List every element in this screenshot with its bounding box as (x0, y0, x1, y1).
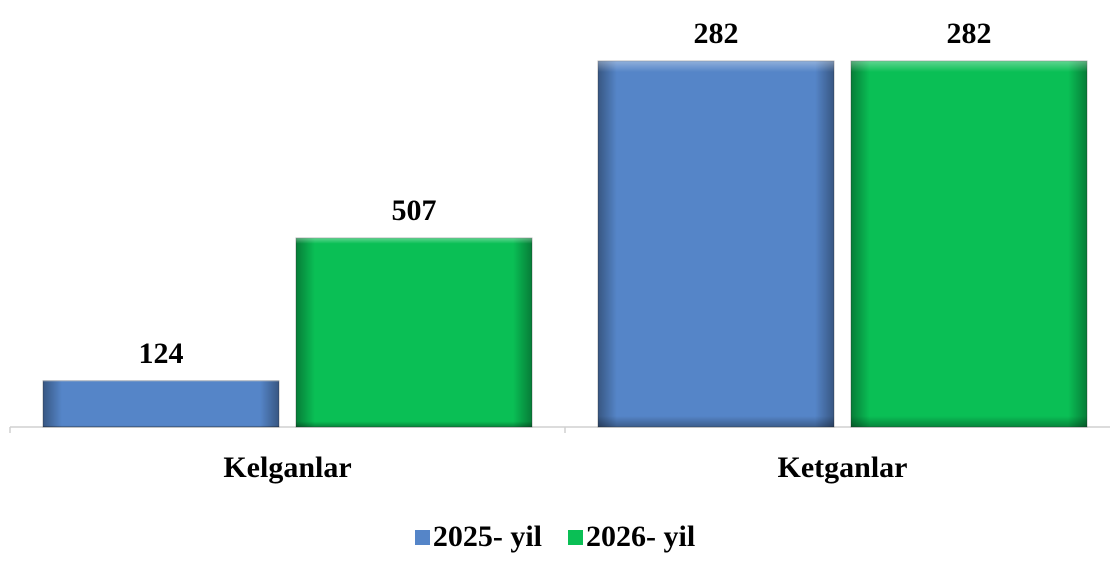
bar-bevel-shade (43, 380, 279, 427)
legend-item-2026: 2026- yil (568, 520, 695, 554)
data-label-ketganlar-2025: 282 (694, 17, 739, 50)
bar-bevel-shade (296, 238, 532, 427)
legend-item-2025: 2025- yil (414, 520, 542, 554)
legend-label-2025: 2025- yil (432, 520, 542, 553)
bar-bevel-shade (598, 61, 834, 427)
legend: 2025- yil 2026- yil (0, 520, 1110, 554)
category-label-ketganlar: Ketganlar (778, 451, 908, 484)
data-label-ketganlar-2026: 282 (947, 17, 992, 50)
data-label-kelganlar-2025: 124 (139, 337, 184, 370)
legend-label-2026: 2026- yil (586, 520, 696, 553)
legend-swatch-2026 (568, 529, 583, 545)
bar-bevel-shade (851, 61, 1087, 427)
legend-swatch-2025 (414, 529, 430, 545)
category-label-kelganlar: Kelganlar (223, 451, 351, 484)
data-label-kelganlar-2026: 507 (392, 194, 437, 227)
